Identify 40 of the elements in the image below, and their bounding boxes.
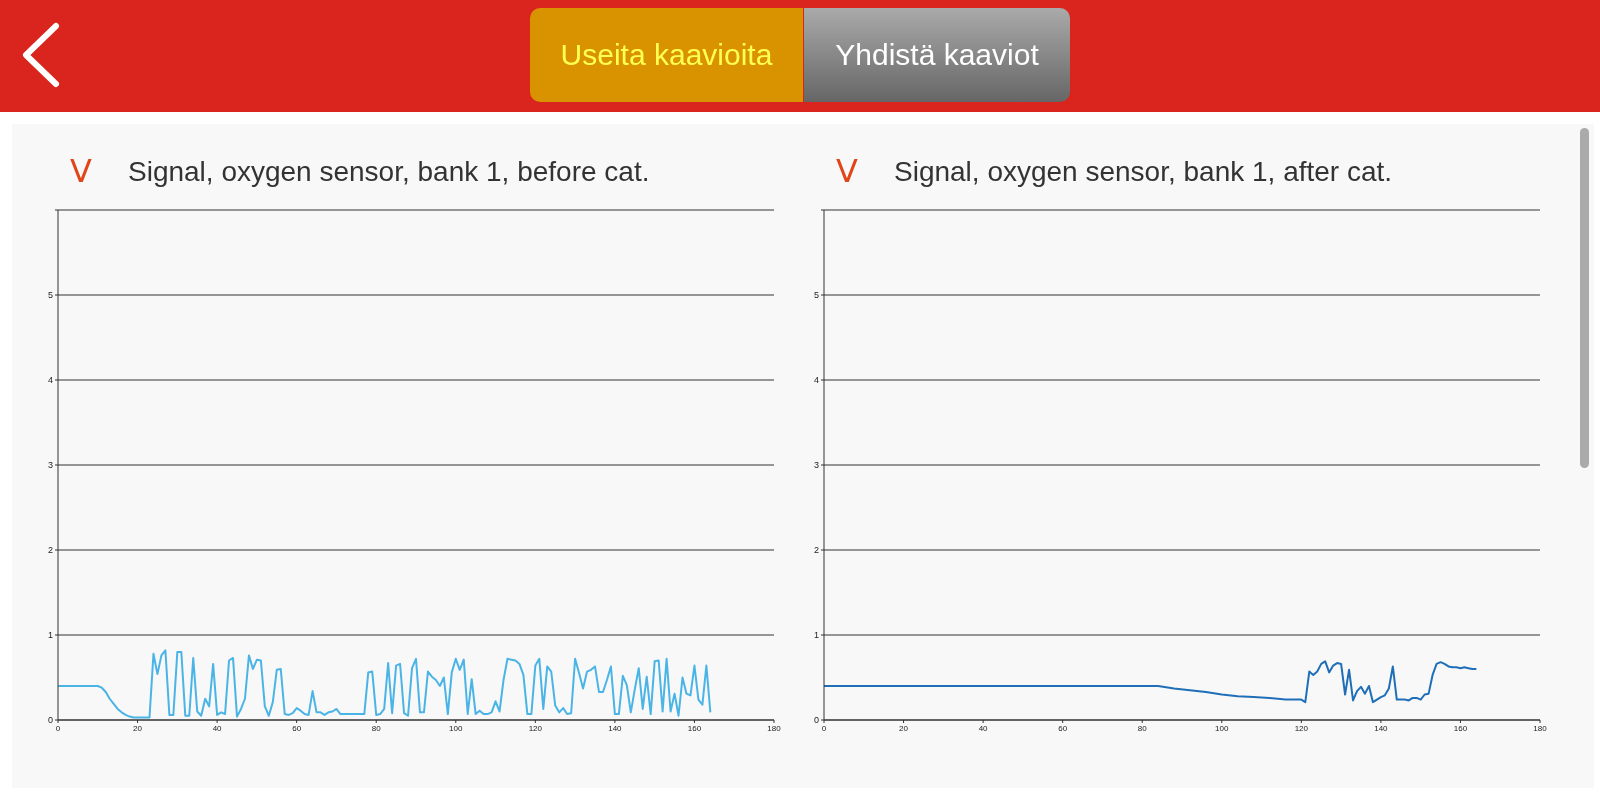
x-tick-label: 160 xyxy=(1453,723,1468,733)
x-tick-label: 0 xyxy=(821,723,827,733)
y-tick-label: 0 xyxy=(47,715,53,726)
chart-title: Signal, oxygen sensor, bank 1, after cat. xyxy=(894,156,1393,188)
line-series xyxy=(58,649,712,719)
y-tick-label: 5 xyxy=(813,290,819,301)
x-tick-label: 20 xyxy=(133,723,143,733)
y-tick-label: 1 xyxy=(813,630,819,641)
x-tick-label: 80 xyxy=(371,723,382,733)
x-tick-label: 40 xyxy=(978,723,989,733)
y-tick-label: 0 xyxy=(813,715,819,726)
x-tick-label: 120 xyxy=(1294,723,1309,733)
x-tick-label: 180 xyxy=(1533,723,1548,733)
x-tick-label: 160 xyxy=(687,723,702,733)
x-tick-label: 140 xyxy=(1374,723,1389,733)
chart-title: Signal, oxygen sensor, bank 1, before cat. xyxy=(128,156,650,188)
y-tick-label: 3 xyxy=(47,460,53,471)
y-tick-label: 3 xyxy=(813,460,819,471)
x-tick-label: 120 xyxy=(528,723,543,733)
y-axis-title: V xyxy=(70,152,92,190)
y-tick-label: 2 xyxy=(47,545,53,556)
x-tick-label: 100 xyxy=(1215,723,1229,733)
y-tick-label: 1 xyxy=(47,630,53,641)
x-tick-label: 100 xyxy=(449,723,463,733)
y-tick-label: 4 xyxy=(813,375,819,386)
x-tick-label: 40 xyxy=(212,723,223,733)
x-tick-label: 140 xyxy=(608,723,623,733)
x-tick-label: 60 xyxy=(292,723,302,733)
x-tick-label: 20 xyxy=(899,723,909,733)
x-tick-label: 60 xyxy=(1058,723,1068,733)
text: Yhdistä kaaviot xyxy=(804,8,1070,102)
text: Useita kaavioita xyxy=(530,8,803,102)
x-tick-label: 180 xyxy=(767,723,782,733)
y-tick-label: 5 xyxy=(47,290,53,301)
x-tick-label: 0 xyxy=(55,723,61,733)
y-axis-title: V xyxy=(836,152,858,190)
y-tick-label: 2 xyxy=(813,545,819,556)
line-series xyxy=(824,660,1478,704)
y-tick-label: 4 xyxy=(47,375,53,386)
x-tick-label: 80 xyxy=(1137,723,1148,733)
